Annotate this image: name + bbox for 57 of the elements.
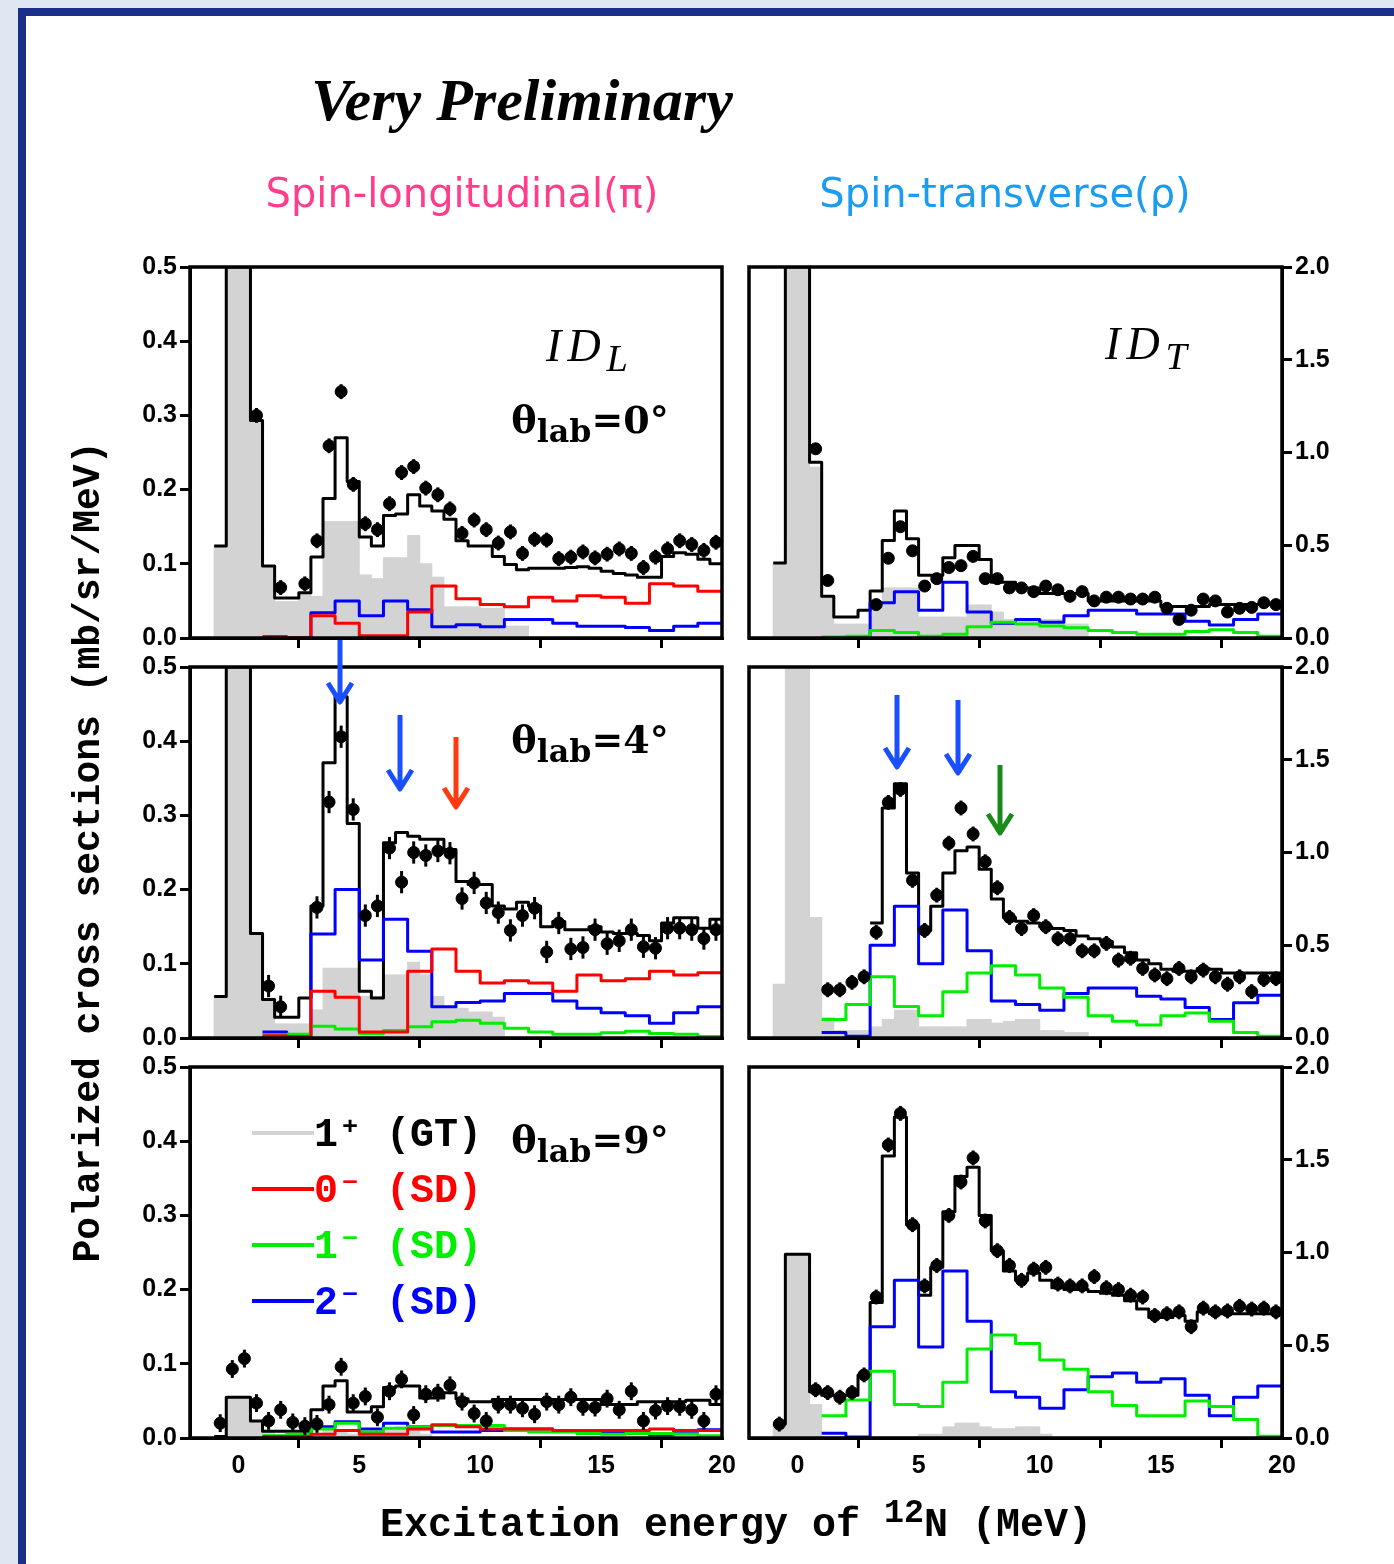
chart-subtitle: Spin-longitudinal(π)	[265, 170, 659, 216]
x-axis-title: Excitation energy of $^{12}$N (MeV)	[379, 1494, 1093, 1549]
y-tick-label: 2.0	[1295, 1050, 1330, 1079]
y-tick-label: 0.2	[142, 873, 177, 902]
annotation: θ$_{lab}$=9°	[511, 1117, 669, 1169]
y-tick-label: 0.3	[142, 799, 177, 828]
y-tick-label: 0.1	[142, 547, 178, 576]
legend-label: 0⁻ (SD)	[314, 1167, 483, 1214]
y-tick-label: 0.5	[142, 1050, 178, 1079]
y-tick-label: 0.3	[142, 399, 177, 428]
x-tick-label: 15	[1146, 1449, 1175, 1478]
y-tick-label: 0.3	[142, 1199, 177, 1228]
x-tick-label: 20	[1268, 1449, 1296, 1478]
y-tick-label: 0.5	[1295, 529, 1330, 558]
x-tick-label: 10	[466, 1449, 495, 1478]
y-tick-label: 2.0	[1295, 250, 1330, 279]
legend-label: 1⁺ (GT)	[314, 1111, 483, 1158]
y-axis-title: Polarized cross sections (mb/sr/MeV)	[66, 441, 110, 1263]
y-tick-label: 0.5	[1295, 1329, 1330, 1358]
y-tick-label: 0.1	[142, 947, 178, 976]
y-tick-label: 0.2	[142, 1273, 177, 1302]
x-tick-label: 0	[790, 1449, 805, 1478]
y-tick-label: 0.0	[1295, 621, 1330, 650]
y-tick-label: 0.5	[142, 650, 178, 679]
y-tick-label: 1.5	[1295, 743, 1330, 772]
x-tick-label: 15	[587, 1449, 616, 1478]
annotation: ID$_{T}$	[1105, 317, 1193, 379]
y-tick-label: 0.4	[142, 325, 178, 354]
x-tick-label: 5	[911, 1449, 926, 1478]
y-tick-label: 0.4	[142, 725, 178, 754]
y-tick-label: 0.0	[142, 1021, 177, 1050]
y-tick-label: 1.0	[1295, 836, 1330, 865]
annotation: θ$_{lab}$=0°	[511, 397, 669, 449]
x-tick-label: 0	[231, 1449, 246, 1478]
y-tick-label: 0.5	[1295, 929, 1330, 958]
y-tick-label: 0.0	[1295, 1021, 1330, 1050]
y-tick-label: 1.0	[1295, 1236, 1330, 1265]
y-tick-label: 1.0	[1295, 436, 1330, 465]
y-tick-label: 0.4	[142, 1125, 178, 1154]
x-tick-label: 5	[352, 1449, 367, 1478]
y-tick-label: 0.1	[142, 1347, 178, 1376]
y-tick-label: 0.2	[142, 473, 177, 502]
y-tick-label: 1.5	[1295, 343, 1330, 372]
y-tick-label: 0.0	[142, 621, 177, 650]
chart-title: Very Preliminary	[311, 66, 733, 135]
annotation: ID$_{L}$	[546, 319, 634, 381]
annotation: θ$_{lab}$=4°	[511, 717, 669, 769]
chart-subtitle: Spin-transverse(ρ)	[819, 170, 1191, 216]
y-tick-label: 0.5	[142, 250, 178, 279]
legend-label: 2⁻ (SD)	[314, 1279, 483, 1326]
y-tick-label: 0.0	[1295, 1421, 1330, 1450]
y-tick-label: 1.5	[1295, 1143, 1330, 1172]
x-tick-label: 20	[708, 1449, 736, 1478]
x-tick-label: 10	[1025, 1449, 1054, 1478]
y-tick-label: 2.0	[1295, 650, 1330, 679]
legend-label: 1⁻ (SD)	[314, 1223, 483, 1270]
y-tick-label: 0.0	[142, 1421, 177, 1450]
